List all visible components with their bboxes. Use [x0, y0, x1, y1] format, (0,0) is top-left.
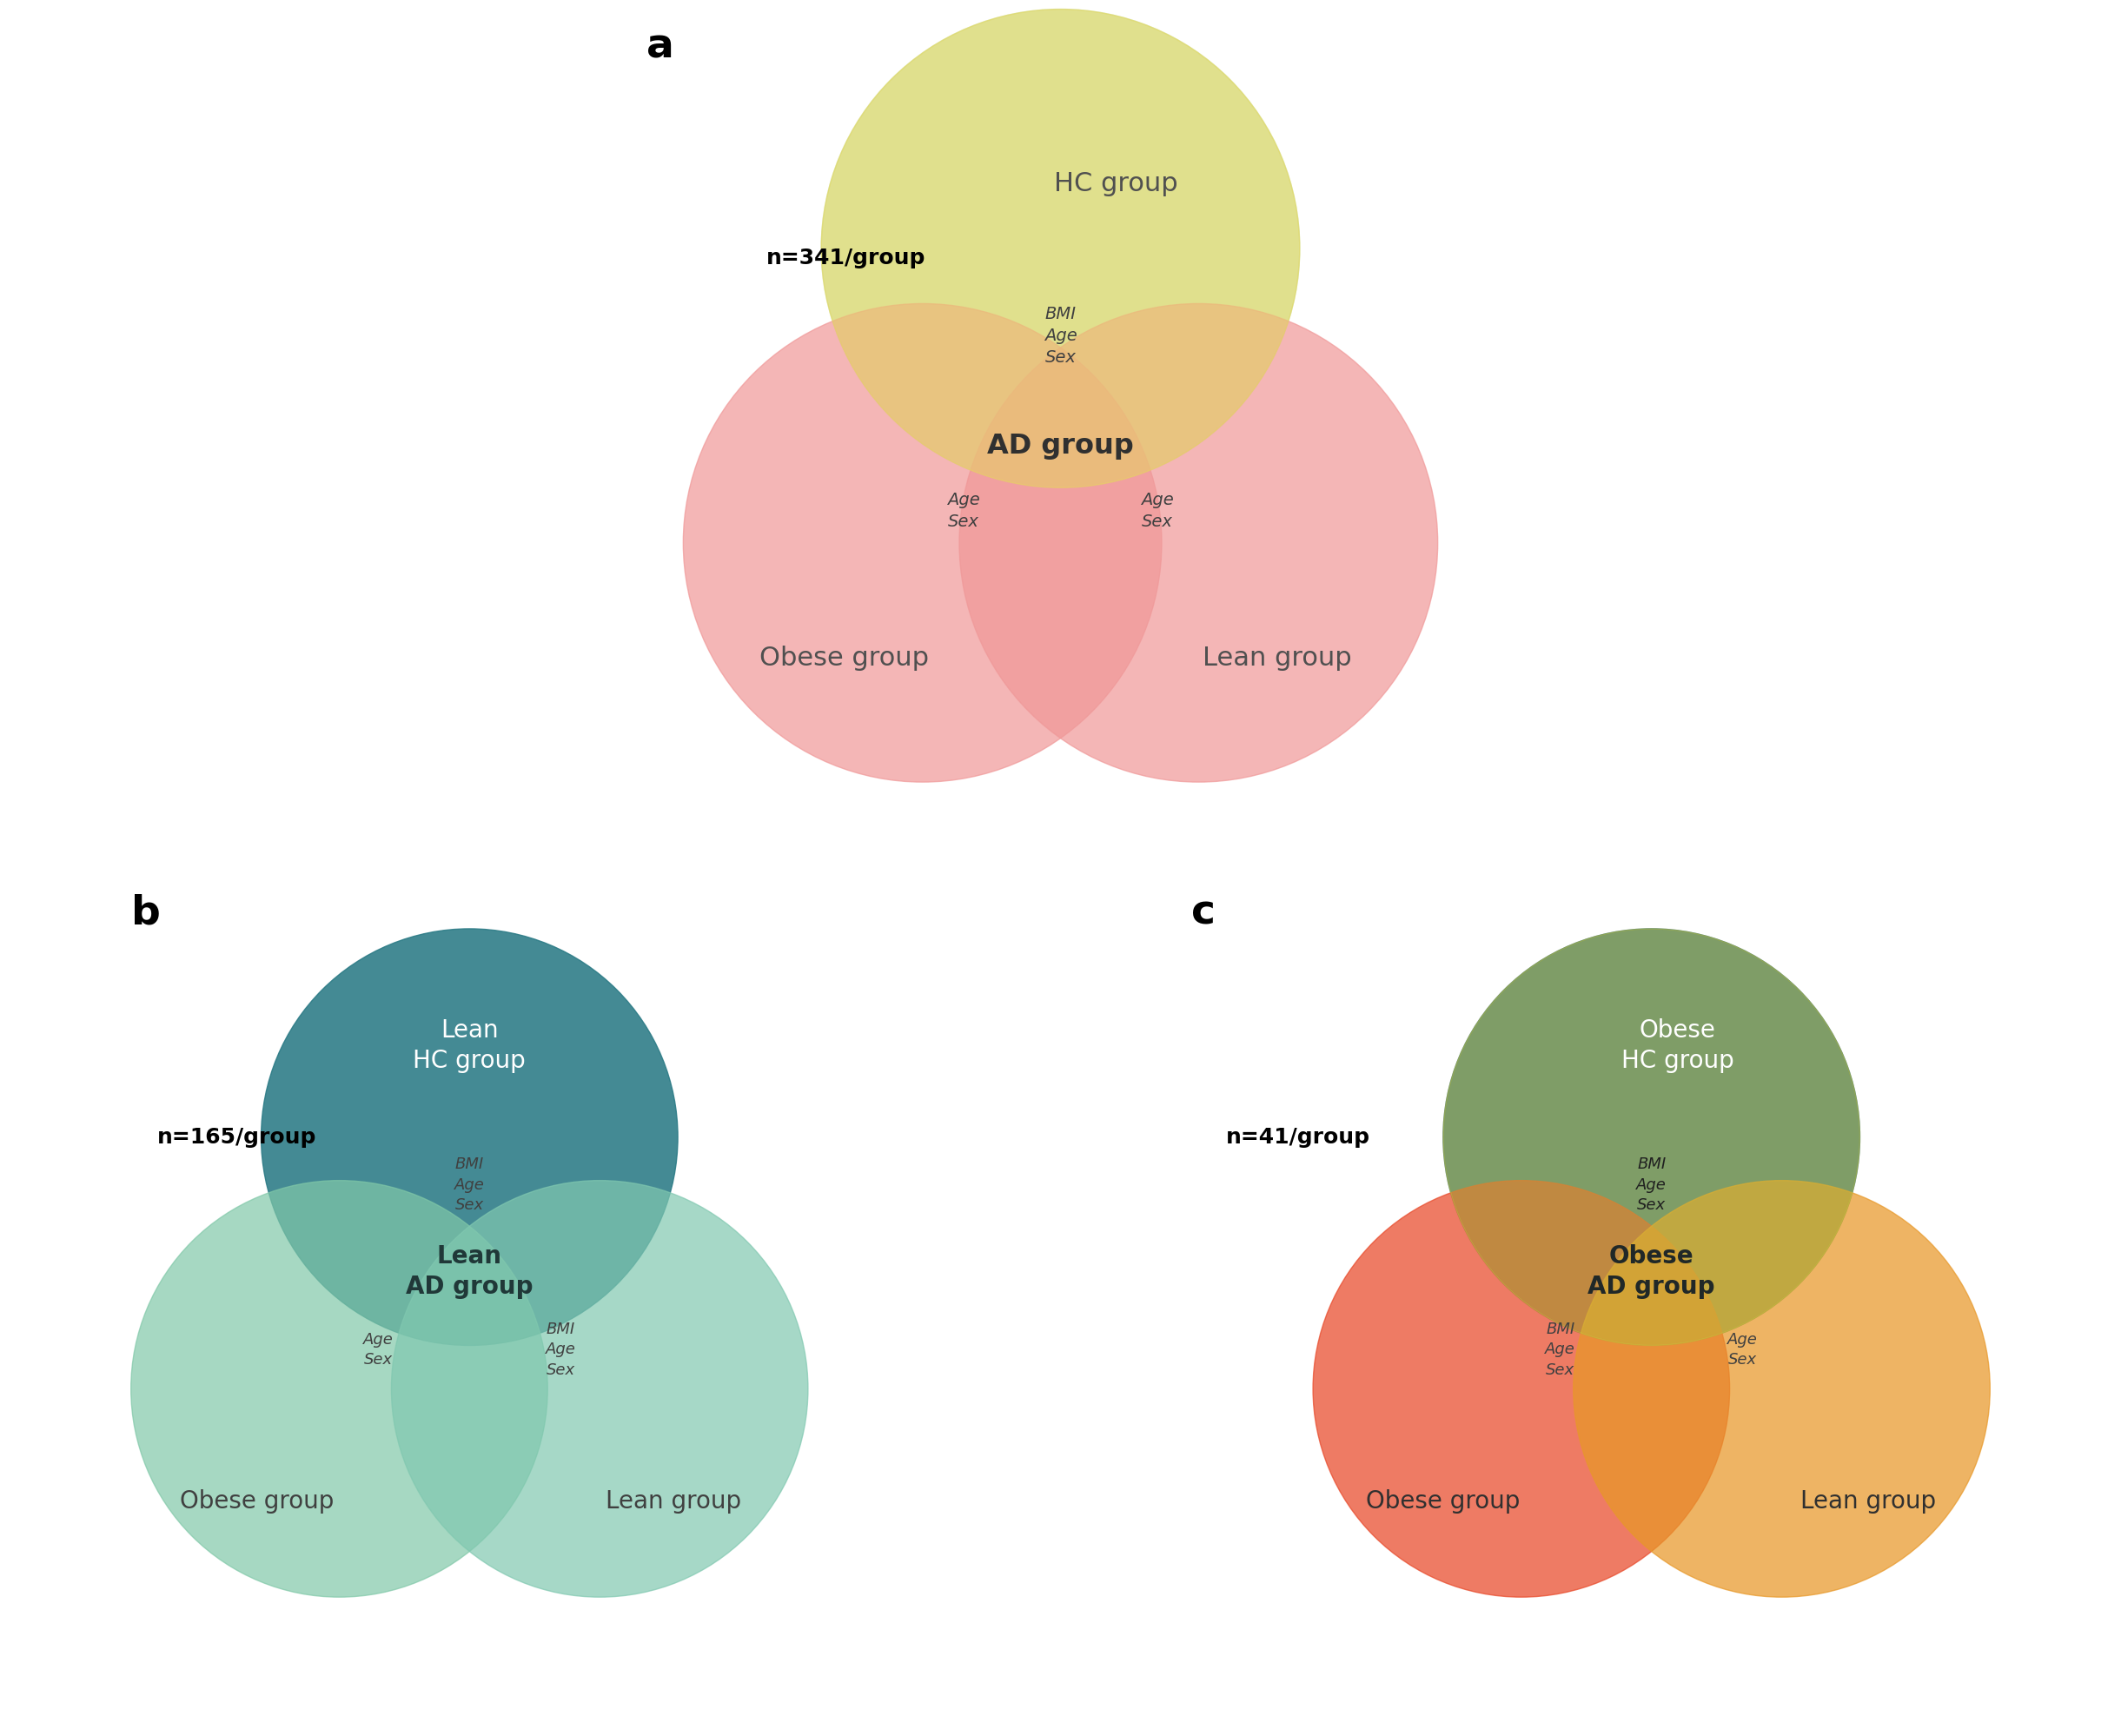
- Text: Lean
AD group: Lean AD group: [405, 1245, 532, 1299]
- Circle shape: [132, 1180, 547, 1597]
- Text: n=41/group: n=41/group: [1226, 1127, 1370, 1147]
- Text: BMI
Age
Sex: BMI Age Sex: [1546, 1321, 1576, 1378]
- Text: Obese group: Obese group: [759, 646, 929, 670]
- Circle shape: [821, 9, 1300, 488]
- Text: Age
Sex: Age Sex: [948, 491, 980, 529]
- Circle shape: [261, 929, 679, 1345]
- Circle shape: [1442, 929, 1860, 1345]
- Text: Age
Sex: Age Sex: [1141, 491, 1173, 529]
- Text: Lean group: Lean group: [607, 1489, 742, 1514]
- Text: Lean group: Lean group: [1203, 646, 1351, 670]
- Text: n=341/group: n=341/group: [766, 247, 925, 267]
- Text: Age
Sex: Age Sex: [363, 1332, 395, 1368]
- Circle shape: [1442, 929, 1860, 1345]
- Circle shape: [821, 9, 1300, 488]
- Circle shape: [1313, 1180, 1729, 1597]
- Circle shape: [392, 1180, 808, 1597]
- Text: a: a: [647, 28, 674, 66]
- Text: Obese
AD group: Obese AD group: [1589, 1245, 1716, 1299]
- Text: HC group: HC group: [1054, 172, 1177, 196]
- Text: c: c: [1192, 894, 1215, 934]
- Text: Obese
HC group: Obese HC group: [1620, 1019, 1735, 1073]
- Text: b: b: [132, 894, 161, 934]
- Text: AD group: AD group: [986, 432, 1135, 460]
- Text: BMI
Age
Sex: BMI Age Sex: [454, 1156, 484, 1213]
- Text: Obese group: Obese group: [1366, 1489, 1521, 1514]
- Text: Age
Sex: Age Sex: [1726, 1332, 1758, 1368]
- Circle shape: [683, 304, 1162, 783]
- Text: Obese group: Obese group: [180, 1489, 333, 1514]
- Text: Lean
HC group: Lean HC group: [414, 1019, 526, 1073]
- Text: BMI
Age
Sex: BMI Age Sex: [1044, 306, 1077, 366]
- Text: BMI
Age
Sex: BMI Age Sex: [1637, 1156, 1667, 1213]
- Circle shape: [1574, 1180, 1989, 1597]
- Text: n=165/group: n=165/group: [157, 1127, 316, 1147]
- Text: BMI
Age
Sex: BMI Age Sex: [545, 1321, 575, 1378]
- Circle shape: [959, 304, 1438, 783]
- Text: Lean group: Lean group: [1801, 1489, 1936, 1514]
